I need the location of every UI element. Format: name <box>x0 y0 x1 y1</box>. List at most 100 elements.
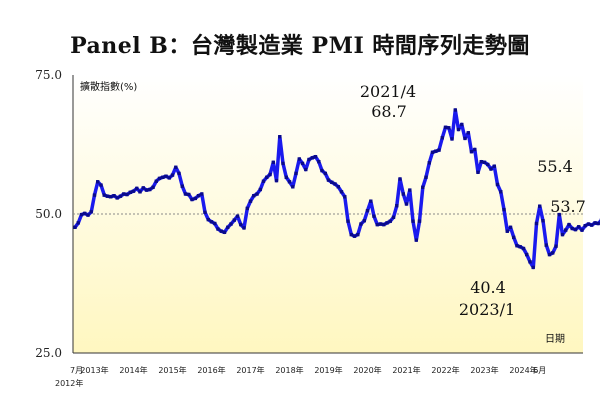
data-point <box>398 177 402 181</box>
data-point <box>154 179 158 183</box>
data-point <box>583 224 587 228</box>
data-point <box>502 207 506 212</box>
data-point <box>525 252 529 257</box>
data-point <box>586 222 591 226</box>
data-point <box>554 244 558 248</box>
data-point <box>382 222 386 227</box>
data-point <box>105 194 110 198</box>
data-point <box>531 265 535 270</box>
annotation-label: 40.4 <box>470 278 506 297</box>
data-point <box>122 192 126 196</box>
data-point <box>196 194 201 198</box>
data-point <box>528 260 532 264</box>
data-point <box>505 229 509 233</box>
data-point <box>183 192 188 196</box>
data-point <box>235 214 240 218</box>
data-point <box>330 180 334 184</box>
data-point <box>512 235 516 240</box>
data-point <box>463 136 467 141</box>
data-point <box>222 230 227 234</box>
data-point <box>170 173 175 177</box>
data-point <box>499 190 503 194</box>
annotation-label: 53.7 <box>550 197 586 216</box>
data-point <box>180 184 184 188</box>
data-point <box>515 244 519 248</box>
x-tick-label: 2018年 <box>275 365 303 375</box>
data-point <box>268 172 272 177</box>
annotation-label: 55.4 <box>537 157 573 176</box>
data-point <box>372 214 376 218</box>
data-point <box>297 157 301 161</box>
data-point <box>590 223 594 227</box>
data-point <box>89 210 93 214</box>
data-point <box>343 195 347 199</box>
y-tick-label: 50.0 <box>35 207 62 221</box>
data-point <box>115 196 119 200</box>
data-point <box>417 219 422 223</box>
data-point <box>440 136 444 140</box>
data-point <box>570 226 574 231</box>
data-point <box>427 161 431 165</box>
data-point <box>187 192 191 197</box>
data-point <box>521 246 526 251</box>
data-point <box>388 219 392 223</box>
x-tick-label: 2014年 <box>119 365 147 375</box>
x-tick-label: 2020年 <box>353 365 381 375</box>
data-point <box>473 147 477 152</box>
x-axis-label: 日期 <box>545 333 565 345</box>
data-point <box>73 225 77 229</box>
annotation-label: 2023/1 <box>459 300 515 319</box>
data-point <box>131 189 136 193</box>
data-point <box>83 211 87 216</box>
data-point <box>577 225 581 229</box>
data-point <box>580 228 584 232</box>
data-point <box>482 160 487 164</box>
pmi-series <box>73 108 600 270</box>
x-tick-label: 2021年 <box>392 365 420 375</box>
data-point <box>466 131 470 135</box>
x-tick-label: 2019年 <box>314 365 342 375</box>
y-tick-label: 75.0 <box>35 68 62 82</box>
data-point <box>313 155 318 159</box>
data-point <box>161 175 165 179</box>
x-start-year-label: 2012年 <box>55 378 83 388</box>
data-point <box>391 215 396 219</box>
data-point <box>557 212 561 217</box>
data-point <box>326 178 331 182</box>
x-tick-label: 2023年 <box>470 365 498 375</box>
data-point <box>336 185 340 189</box>
data-point <box>346 219 350 223</box>
data-point <box>206 217 210 222</box>
data-point <box>102 193 106 197</box>
data-point <box>144 188 149 192</box>
data-point <box>339 190 344 194</box>
data-point <box>352 234 357 238</box>
data-point <box>141 186 145 190</box>
data-point <box>447 126 451 130</box>
data-point <box>460 122 464 127</box>
data-point <box>193 196 197 201</box>
data-point <box>86 213 90 217</box>
data-point <box>232 218 236 222</box>
data-point <box>213 221 217 226</box>
data-point <box>401 192 405 196</box>
data-point <box>92 193 97 197</box>
data-point <box>378 222 383 226</box>
data-point <box>534 221 539 226</box>
data-point <box>274 178 279 183</box>
data-point <box>177 171 181 176</box>
data-point <box>76 221 80 225</box>
data-point <box>200 192 204 196</box>
data-point <box>245 206 249 211</box>
data-point <box>291 185 295 189</box>
data-point <box>369 199 373 203</box>
data-point <box>242 226 246 230</box>
data-point <box>287 180 292 184</box>
data-point <box>495 182 500 187</box>
data-point <box>395 204 399 208</box>
data-point <box>304 167 308 172</box>
data-point <box>219 229 223 233</box>
data-point <box>138 190 142 194</box>
data-point <box>362 219 366 223</box>
data-point <box>255 192 259 196</box>
